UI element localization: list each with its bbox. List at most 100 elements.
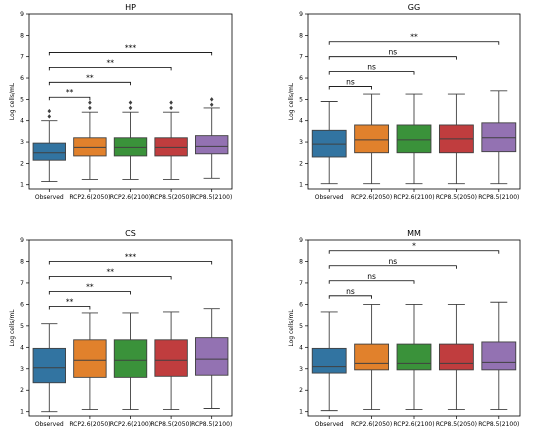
chart-panel-gg: GG Log cells/mL 1 2 3 4 5 6 7 8 9 Observed RCP2.6(20… [288,3,521,201]
y-tick-label: 6 [20,75,24,82]
x-tick-label: RCP2.6(2050) [351,421,392,428]
y-tick-label: 9 [299,11,303,18]
significance-bracket [48,276,172,280]
significance-label: ** [410,33,418,42]
significance-label: ** [66,88,74,97]
chart-panel-mm: MM Log cells/mL 1 2 3 4 5 6 7 8 9 Observed RCP2.6(20… [288,229,521,428]
significance-label: ns [346,78,355,87]
box-0 [311,347,347,374]
significance-bracket [48,66,172,71]
x-tick-label: RCP8.5(2050) [151,194,192,201]
significance-bracket [48,306,91,310]
significance-label: ns [367,63,376,72]
y-tick-label: 6 [299,75,303,82]
chart-title: MM [407,229,421,238]
y-tick-label: 5 [20,323,24,330]
y-tick-label: 7 [20,54,24,61]
y-tick-label: 3 [299,366,303,373]
significance-bracket [48,291,131,295]
box-0 [32,142,66,161]
y-tick-label: 5 [299,323,303,330]
significance-label: ns [367,272,376,281]
significance-bracket [328,71,415,75]
significance-label: ns [388,48,397,57]
significance-bracket [48,81,131,86]
x-tick-label: RCP2.6(2050) [69,421,110,428]
y-tick-label: 1 [299,409,303,416]
y-tick-label: 7 [299,280,303,287]
y-tick-label: 7 [20,280,24,287]
box-1 [73,339,107,378]
x-tick-label: RCP2.6(2100) [110,421,151,428]
significance-bracket [328,295,372,299]
box-0 [311,129,347,158]
significance-bracket [328,41,500,45]
y-tick-label: 2 [20,160,24,167]
box-flier [169,105,173,111]
y-tick-label: 4 [20,344,24,351]
box-flier [169,100,173,105]
y-tick-label: 4 [20,118,24,125]
y-tick-label: 3 [299,139,303,146]
significance-label: ** [86,73,94,82]
significance-bracket [328,56,457,60]
box-4 [481,122,517,153]
x-tick-label: RCP8.5(2050) [436,194,477,201]
x-tick-label: Observed [315,421,344,428]
box-0 [32,347,66,384]
y-tick-label: 9 [20,237,24,244]
x-tick-label: RCP2.6(2050) [351,194,392,201]
x-tick-label: RCP8.5(2100) [478,421,519,428]
box-flier [209,97,214,102]
y-tick-label: 2 [299,160,303,167]
x-tick-label: RCP8.5(2050) [436,421,477,428]
y-tick-label: 5 [299,96,303,103]
y-axis-label: Log cells/mL [9,309,16,347]
y-tick-label: 9 [20,11,24,18]
x-tick-label: RCP8.5(2100) [191,194,232,201]
x-tick-label: RCP2.6(2050) [69,194,110,201]
x-tick-label: RCP2.6(2100) [393,194,434,201]
y-tick-label: 2 [299,387,303,394]
significance-bracket [328,280,415,284]
y-axis-label: Log cells/mL [288,82,295,120]
box-flier [47,114,52,119]
y-tick-label: 3 [20,366,24,373]
y-tick-label: 8 [299,258,303,265]
box-3 [438,343,474,371]
box-3 [154,339,188,377]
box-2 [396,343,432,371]
x-tick-label: RCP8.5(2100) [478,194,519,201]
box-4 [195,337,229,376]
x-tick-label: RCP2.6(2100) [110,194,151,201]
y-tick-label: 9 [299,237,303,244]
box-flier [128,100,133,105]
y-tick-label: 8 [20,32,24,39]
y-tick-label: 6 [20,301,24,308]
box-flier [88,100,92,105]
y-axis-label: Log cells/mL [288,309,295,347]
box-2 [113,339,148,378]
y-tick-label: 8 [299,32,303,39]
significance-label: ** [106,267,114,276]
box-4 [195,135,229,155]
x-tick-label: Observed [315,194,344,201]
significance-label: ns [388,257,397,266]
chart-panel-hp: HP Log cells/mL 1 2 3 4 5 6 7 8 9 Observed RCP2.6(20… [9,3,233,201]
box-flier [47,108,52,114]
significance-bracket [48,52,213,56]
box-flier [209,102,214,107]
y-tick-label: 2 [20,387,24,394]
x-tick-label: RCP8.5(2050) [151,421,192,428]
significance-bracket [48,96,91,101]
x-tick-label: RCP8.5(2100) [191,421,232,428]
y-tick-label: 5 [20,96,24,103]
y-tick-label: 4 [299,344,303,351]
significance-label: ** [86,283,94,292]
chart-panel-cs: CS Log cells/mL 1 2 3 4 5 6 7 8 9 Observed RCP2.6(20… [9,229,233,428]
y-tick-label: 3 [20,139,24,146]
box-1 [73,137,107,157]
significance-label: * [412,242,416,251]
box-2 [113,137,148,157]
